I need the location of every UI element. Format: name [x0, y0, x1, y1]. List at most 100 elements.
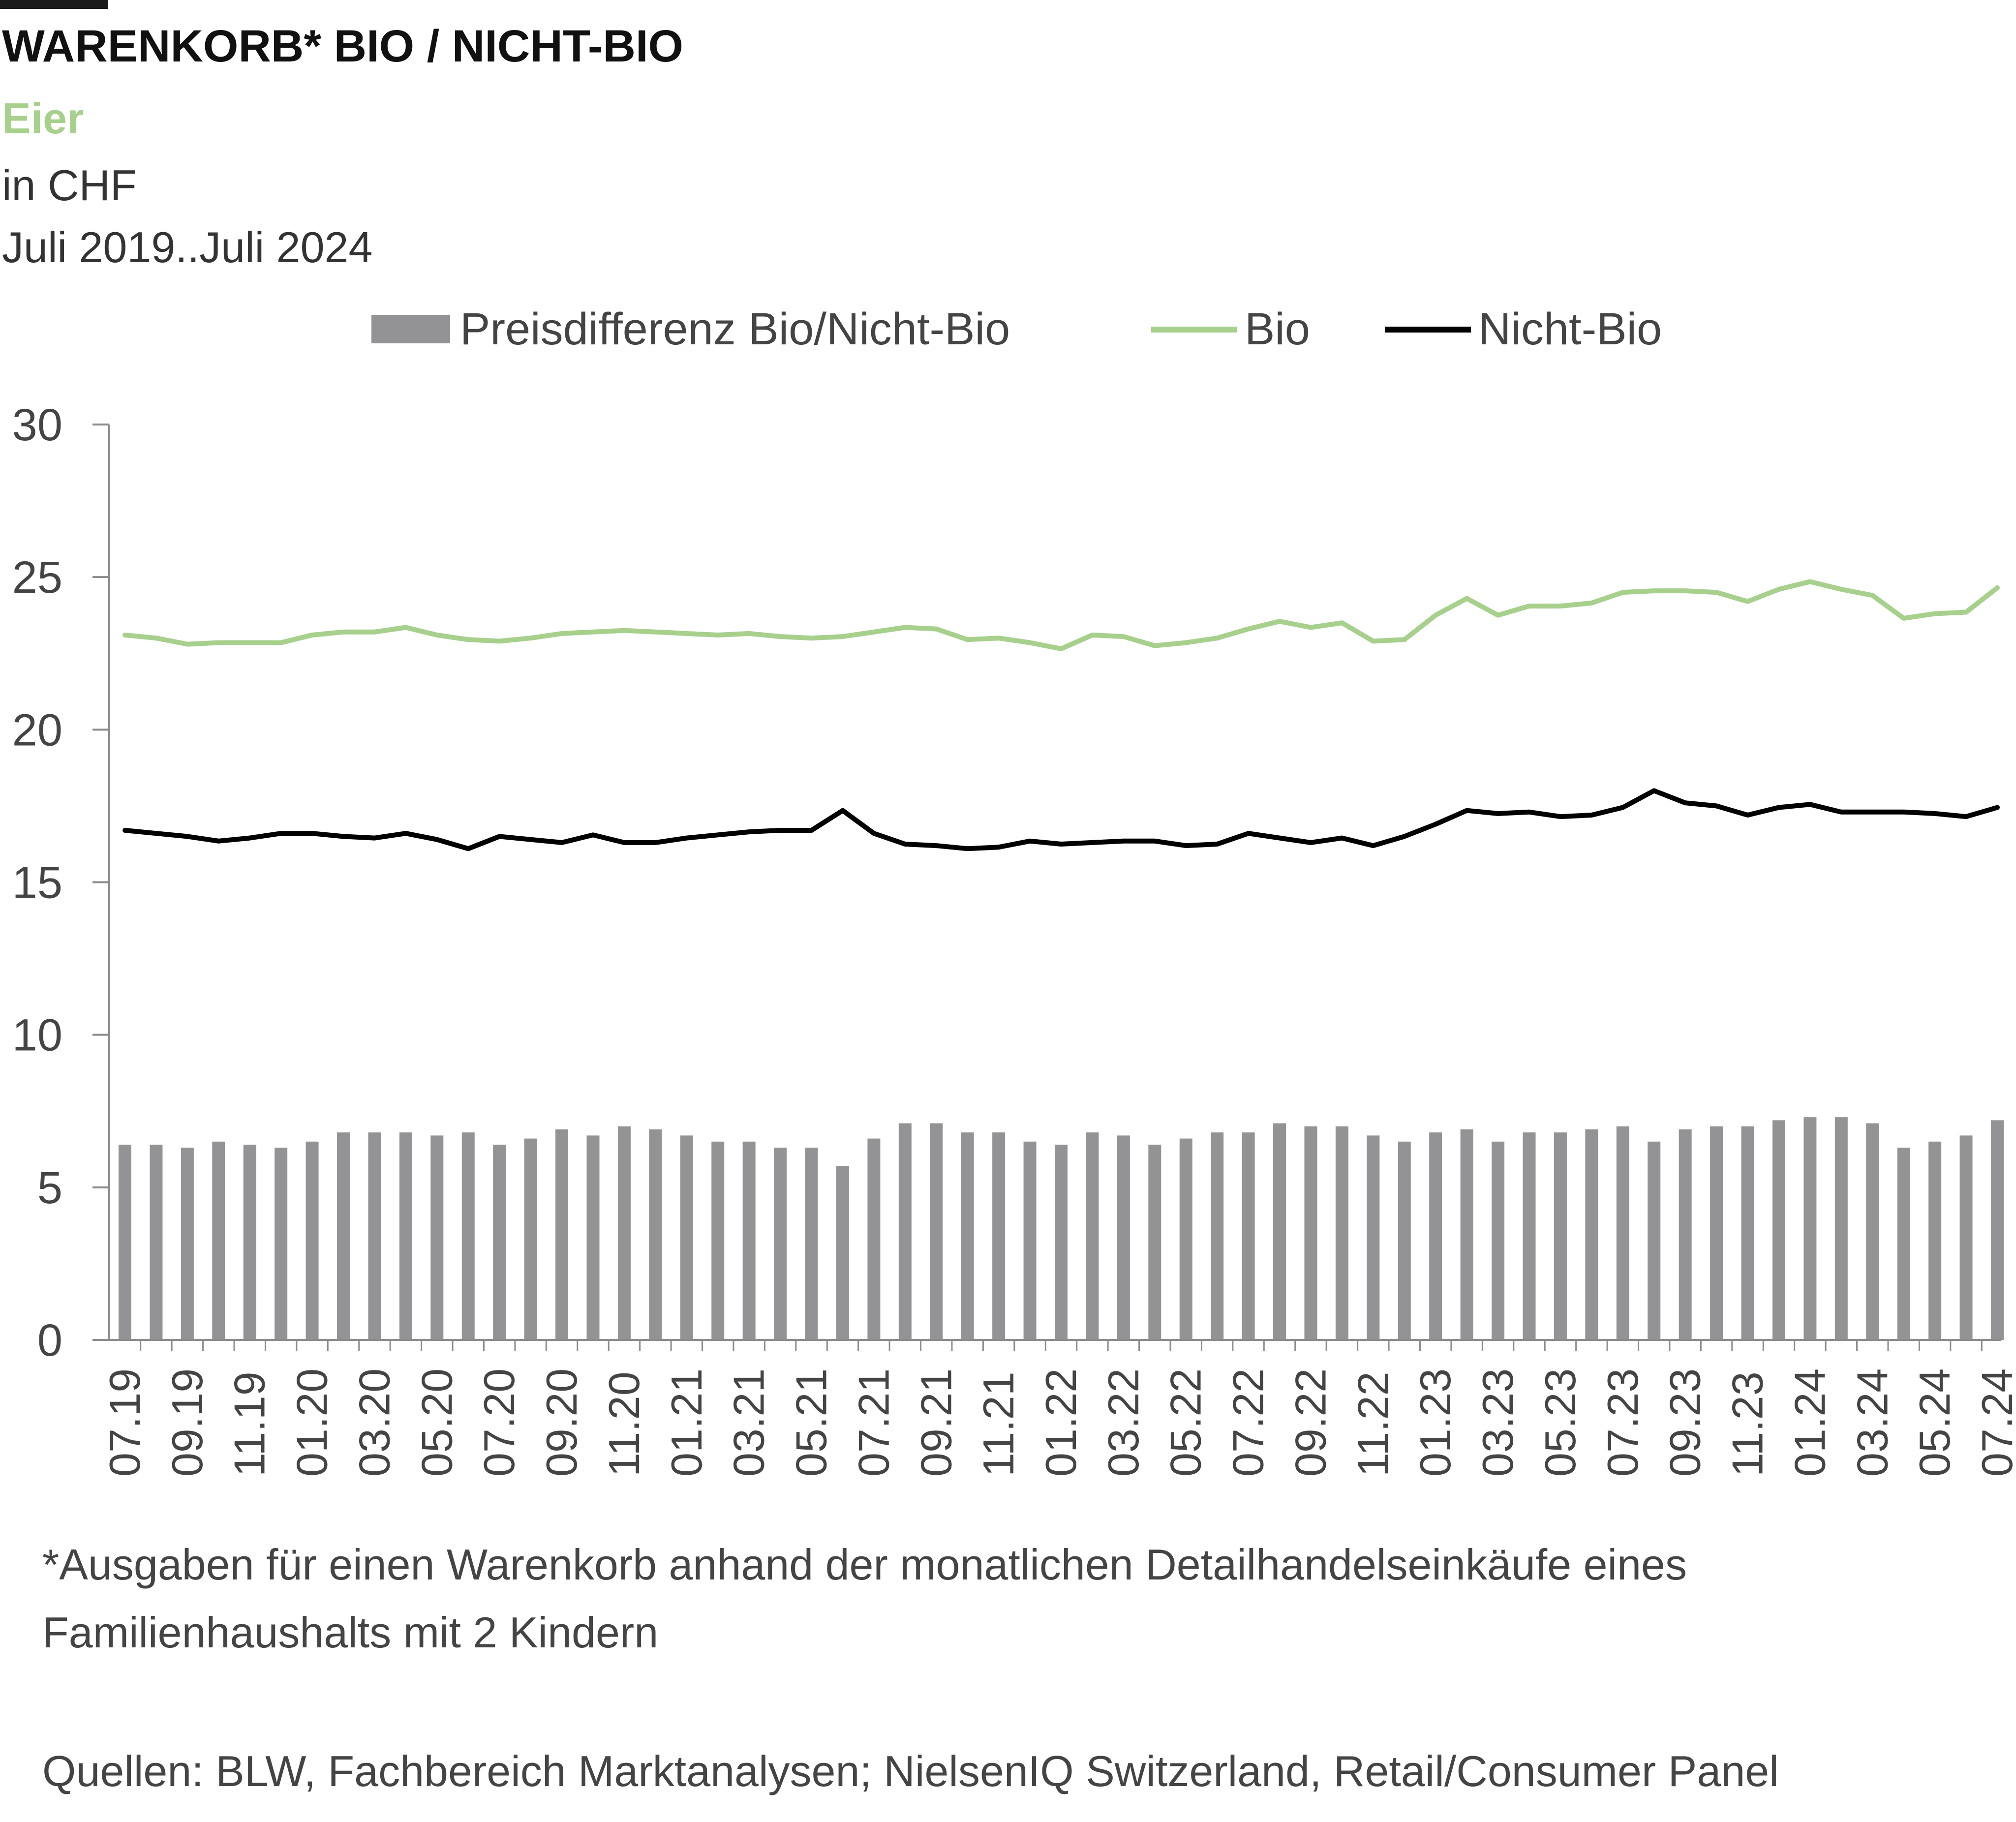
bar-series: [119, 1117, 2004, 1340]
bar-preisdifferenz: [493, 1144, 506, 1340]
y-axis: 0 5 10 15 20 25 30: [12, 400, 110, 1366]
x-tick-label: 05.22: [1161, 1368, 1210, 1477]
bar-preisdifferenz: [1585, 1129, 1598, 1340]
bar-preisdifferenz: [1959, 1135, 1973, 1340]
x-tick-label: 05.23: [1536, 1368, 1585, 1477]
bar-preisdifferenz: [1398, 1141, 1411, 1340]
legend-label-preisdifferenz: Preisdifferenz Bio/Nicht-Bio: [460, 304, 1010, 354]
x-tick-label: 03.21: [725, 1368, 773, 1477]
bar-preisdifferenz: [212, 1141, 225, 1340]
x-tick-label: 11.19: [225, 1371, 274, 1477]
x-tick-label: 05.24: [1910, 1368, 1959, 1477]
chart-title: WARENKORB* BIO / NICHT-BIO: [2, 21, 684, 71]
legend-label-nicht-bio: Nicht-Bio: [1478, 304, 1662, 354]
bar-preisdifferenz: [1211, 1132, 1224, 1340]
chart-area: Preisdifferenz Bio/Nicht-Bio Bio Nicht-Bio…: [12, 304, 2016, 1477]
bar-preisdifferenz: [774, 1148, 787, 1340]
x-tick-label: 11.21: [974, 1371, 1023, 1477]
bar-preisdifferenz: [430, 1135, 444, 1340]
x-tick-label: 09.20: [537, 1368, 586, 1477]
bar-preisdifferenz: [1772, 1120, 1785, 1340]
chart-subtitle: Eier: [2, 94, 84, 143]
y-tick-label: 0: [37, 1315, 62, 1366]
x-tick-label: 11.23: [1723, 1371, 1772, 1477]
bar-preisdifferenz: [305, 1141, 319, 1340]
bar-preisdifferenz: [930, 1123, 943, 1340]
bar-preisdifferenz: [805, 1148, 818, 1340]
bar-preisdifferenz: [1055, 1144, 1068, 1340]
bar-preisdifferenz: [1866, 1123, 1879, 1340]
bar-preisdifferenz: [836, 1166, 849, 1340]
source-note: Quellen: BLW, Fachbereich Marktanalysen;…: [42, 1747, 1779, 1795]
line-nicht-bio: [122, 788, 2000, 851]
legend-swatch-preisdifferenz: [371, 315, 450, 343]
y-tick-label: 15: [12, 858, 62, 908]
footnote-line-2: Familienhaushalts mit 2 Kindern: [42, 1608, 659, 1657]
bar-preisdifferenz: [555, 1129, 569, 1340]
bar-preisdifferenz: [1367, 1135, 1380, 1340]
line-bio: [122, 579, 2000, 651]
x-tick-label: 03.23: [1473, 1368, 1522, 1477]
bar-preisdifferenz: [1897, 1148, 1910, 1340]
bar-preisdifferenz: [1554, 1132, 1567, 1340]
y-tick-label: 20: [12, 705, 62, 755]
x-tick-label: 07.21: [849, 1368, 898, 1477]
x-tick-label: 01.23: [1411, 1368, 1460, 1477]
bar-preisdifferenz: [1803, 1117, 1817, 1340]
x-tick-label: 07.22: [1224, 1368, 1273, 1477]
x-tick-label: 01.24: [1785, 1368, 1834, 1477]
x-tick-label: 09.19: [163, 1368, 212, 1477]
bar-preisdifferenz: [1928, 1141, 1942, 1340]
x-tick-label: 09.21: [912, 1368, 960, 1477]
period-label: Juli 2019..Juli 2024: [2, 223, 373, 272]
bar-preisdifferenz: [1429, 1132, 1442, 1340]
bar-preisdifferenz: [1304, 1126, 1317, 1340]
bar-preisdifferenz: [1023, 1141, 1037, 1340]
footnote-line-1: *Ausgaben für einen Warenkorb anhand der…: [42, 1540, 1687, 1589]
bar-preisdifferenz: [742, 1141, 756, 1340]
legend-label-bio: Bio: [1245, 304, 1310, 354]
bar-preisdifferenz: [1741, 1126, 1754, 1340]
bar-preisdifferenz: [1273, 1123, 1286, 1340]
bar-preisdifferenz: [337, 1132, 350, 1340]
bar-preisdifferenz: [711, 1141, 725, 1340]
x-tick-label: 01.22: [1037, 1368, 1085, 1477]
bar-preisdifferenz: [586, 1135, 600, 1340]
bar-preisdifferenz: [1710, 1126, 1723, 1340]
x-tick-label: 07.23: [1598, 1368, 1647, 1477]
x-tick-label: 07.20: [475, 1368, 523, 1477]
x-tick-label: 11.20: [600, 1371, 648, 1477]
bar-preisdifferenz: [1117, 1135, 1130, 1340]
x-tick-label: 11.22: [1348, 1371, 1397, 1477]
bar-preisdifferenz: [1648, 1141, 1661, 1340]
x-tick-label: 09.23: [1661, 1368, 1710, 1477]
x-tick-label: 09.22: [1286, 1368, 1335, 1477]
bar-preisdifferenz: [368, 1132, 381, 1340]
bar-preisdifferenz: [1616, 1126, 1629, 1340]
bar-preisdifferenz: [1991, 1120, 2004, 1340]
y-tick-label: 10: [12, 1010, 62, 1061]
bar-preisdifferenz: [1242, 1132, 1255, 1340]
x-tick-label: 05.21: [787, 1368, 836, 1477]
bar-preisdifferenz: [1523, 1132, 1536, 1340]
bar-preisdifferenz: [1460, 1129, 1473, 1340]
title-accent-bar: [0, 0, 108, 9]
x-tick-label: 03.22: [1099, 1368, 1148, 1477]
bar-preisdifferenz: [1492, 1141, 1505, 1340]
x-tick-label: 03.20: [350, 1368, 398, 1477]
x-tick-label: 05.20: [412, 1368, 461, 1477]
bar-preisdifferenz: [649, 1129, 662, 1340]
bar-preisdifferenz: [181, 1148, 194, 1340]
y-tick-label: 25: [12, 552, 62, 603]
bar-preisdifferenz: [1179, 1138, 1192, 1340]
x-axis: 07.19 09.19 11.19 01.20 03.20 05.20 07.20 09.20…: [92, 1339, 2016, 1477]
bar-preisdifferenz: [243, 1144, 256, 1340]
bar-preisdifferenz: [150, 1144, 163, 1340]
bar-preisdifferenz: [275, 1148, 288, 1340]
x-tick-label: 07.24: [1973, 1368, 2016, 1477]
legend: Preisdifferenz Bio/Nicht-Bio Bio Nicht-Bio: [371, 304, 1662, 354]
bar-preisdifferenz: [1148, 1144, 1161, 1340]
bar-preisdifferenz: [524, 1138, 537, 1340]
x-tick-label: 01.21: [662, 1368, 711, 1477]
y-tick-label: 5: [37, 1163, 62, 1213]
